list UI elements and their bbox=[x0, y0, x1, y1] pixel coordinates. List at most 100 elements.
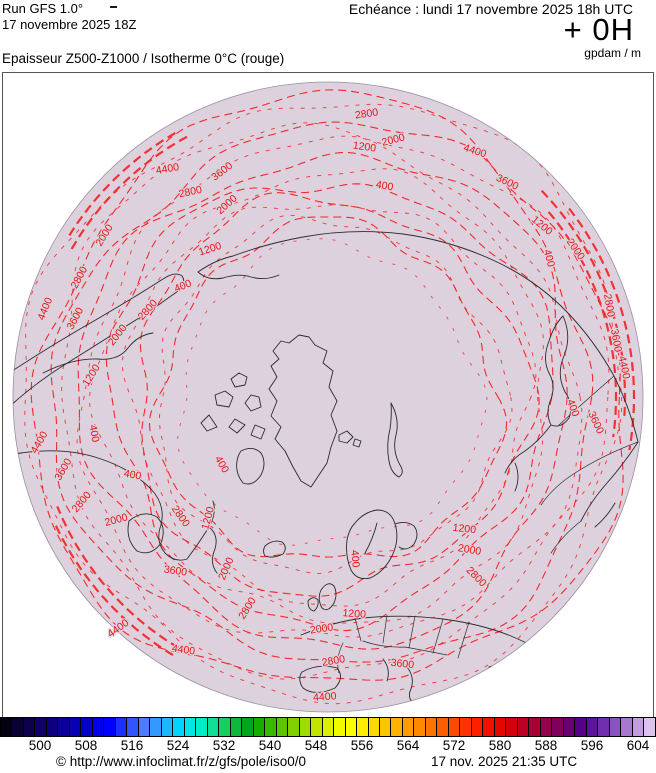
coast-kola bbox=[394, 521, 418, 550]
coast-greenland bbox=[268, 334, 338, 488]
colorbar-tick-label: 540 bbox=[258, 738, 282, 753]
colorbar-cell bbox=[299, 718, 311, 736]
colorbar-cell bbox=[345, 718, 357, 736]
contour-line bbox=[30, 89, 624, 681]
colorbar-cell bbox=[58, 718, 69, 736]
colorbar-cell bbox=[437, 718, 448, 736]
colorbar-cell bbox=[81, 718, 92, 736]
coast-hudson-bay bbox=[127, 513, 218, 574]
colorbar-cell bbox=[644, 718, 655, 736]
contour-label: 1200 bbox=[352, 139, 377, 154]
colorbar-cell bbox=[1, 718, 12, 736]
colorbar-cell bbox=[115, 718, 127, 736]
coast-novaya-zemlya bbox=[387, 402, 403, 478]
contour-line bbox=[105, 183, 554, 632]
coastlines bbox=[13, 231, 639, 704]
colorbar-cell bbox=[368, 718, 379, 736]
contour-label: 400 bbox=[87, 424, 102, 443]
colorbar-cell bbox=[357, 718, 368, 736]
contour-line bbox=[547, 211, 618, 438]
colorbar-cell bbox=[334, 718, 345, 736]
contour-line bbox=[68, 131, 177, 237]
colorbar-cell bbox=[632, 718, 644, 736]
globe-disk bbox=[12, 81, 644, 713]
contour-label: 3600 bbox=[163, 563, 188, 578]
colorbar-cell bbox=[12, 718, 23, 736]
generation-timestamp: 17 nov. 2025 21:35 UTC bbox=[431, 754, 578, 769]
forecast-valid-label: Echéance : lundi 17 novembre 2025 18h UT… bbox=[348, 1, 633, 17]
colorbar-tick-label: 596 bbox=[580, 738, 604, 753]
contour-label: 1200 bbox=[342, 607, 366, 621]
colorbar-cell bbox=[276, 718, 288, 736]
colorbar-cell bbox=[575, 718, 586, 736]
run-model-label: Run GFS 1.0° bbox=[2, 1, 84, 16]
colorbar-cell bbox=[242, 718, 253, 736]
colorbar-cell bbox=[529, 718, 540, 736]
colorbar-cell bbox=[563, 718, 575, 736]
contour-line bbox=[77, 151, 568, 650]
colorbar-cell bbox=[402, 718, 414, 736]
colorbar-cell bbox=[598, 718, 609, 736]
colorbar-cell bbox=[425, 718, 437, 736]
coast-canadian-islands bbox=[200, 372, 266, 440]
colorbar-cell bbox=[517, 718, 529, 736]
colorbar-cell bbox=[621, 718, 632, 736]
borders-asia bbox=[540, 375, 639, 554]
colorbar-cell bbox=[196, 718, 207, 736]
contour-label: 4400 bbox=[171, 642, 196, 657]
colorbar-cell bbox=[35, 718, 46, 736]
colorbar-tick-label: 588 bbox=[534, 738, 558, 753]
colorbar-cell bbox=[138, 718, 150, 736]
colorbar-cell bbox=[448, 718, 460, 736]
colorbar-cell bbox=[311, 718, 322, 736]
contour-label: 2800 bbox=[601, 293, 617, 318]
colorbar-tick-label: 500 bbox=[28, 738, 52, 753]
colorbar-tick-labels: 500 508 516 524 532 540 548 556 564 572 580 588 596 6… bbox=[0, 738, 656, 754]
contour-label: 3600 bbox=[608, 328, 624, 353]
coast-uk bbox=[307, 583, 337, 612]
colorbar-tick-label: 508 bbox=[74, 738, 98, 753]
colorbar-cell bbox=[414, 718, 425, 736]
contour-label: 400 bbox=[375, 179, 394, 194]
colorbar-cell bbox=[230, 718, 242, 736]
colorbar-cell bbox=[69, 718, 81, 736]
contour-label: 400 bbox=[123, 468, 142, 483]
contour-line bbox=[50, 121, 594, 663]
colorbar-cell bbox=[460, 718, 471, 736]
colorbar-cell bbox=[104, 718, 115, 736]
coast-svalbard bbox=[338, 430, 362, 448]
contour-label: 400 bbox=[348, 549, 361, 568]
map-title: Epaisseur Z500-Z1000 / Isotherme 0°C (ro… bbox=[2, 51, 285, 66]
polar-map: 2800 2000 1200 400 4400 3600 1200 400 2000 4400 36… bbox=[12, 81, 644, 713]
colorbar-cell bbox=[379, 718, 391, 736]
coast-siberia bbox=[197, 231, 639, 443]
contour-line bbox=[148, 216, 508, 558]
thickness-colorbar bbox=[0, 717, 656, 737]
colorbar-tick-label: 548 bbox=[304, 738, 328, 753]
coast-chukotka bbox=[197, 271, 280, 280]
colorbar-cell bbox=[322, 718, 334, 736]
coast-alaska-inner bbox=[42, 332, 154, 374]
colorbar-cell bbox=[540, 718, 552, 736]
colorbar-cell bbox=[391, 718, 402, 736]
run-date-label: 17 novembre 2025 18Z bbox=[2, 17, 137, 32]
colorbar-cell bbox=[46, 718, 58, 736]
colorbar-cell bbox=[552, 718, 563, 736]
colorbar-cell bbox=[92, 718, 104, 736]
contour-label: 4400 bbox=[155, 161, 180, 177]
colorbar-cell bbox=[207, 718, 219, 736]
contour-line bbox=[54, 523, 174, 656]
colorbar-cell bbox=[173, 718, 184, 736]
contour-label: 1200 bbox=[452, 522, 477, 536]
contour-line bbox=[89, 168, 544, 624]
contour-label: 2000 bbox=[309, 621, 334, 636]
contour-line bbox=[568, 207, 636, 451]
coast-okhotsk bbox=[504, 424, 552, 492]
coast-scandinavia bbox=[346, 509, 398, 580]
colorbar-cell bbox=[253, 718, 265, 736]
coast-east-asia bbox=[580, 441, 639, 528]
colorbar-cell bbox=[471, 718, 483, 736]
colorbar-cell bbox=[265, 718, 276, 736]
copyright-url: © http://www.infoclimat.fr/z/gfs/pole/is… bbox=[56, 754, 307, 769]
colorbar-tick-label: 516 bbox=[120, 738, 144, 753]
